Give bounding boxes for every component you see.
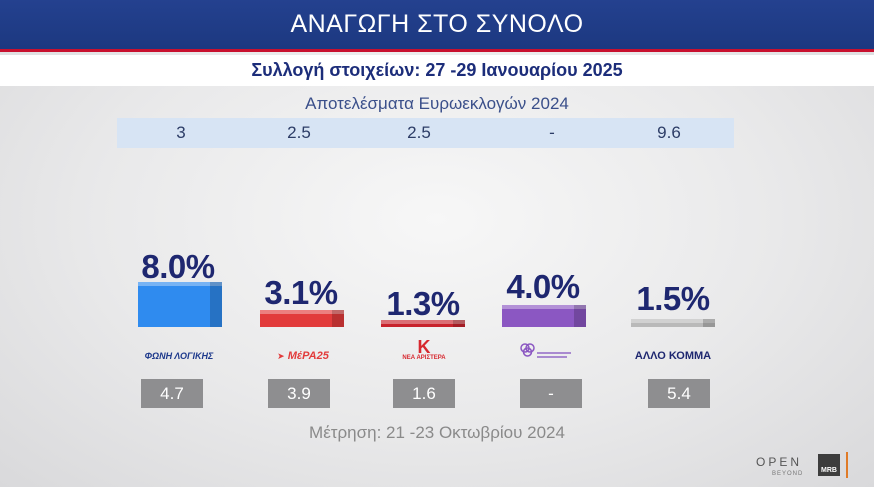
allo-komma-label: ΑΛΛΟ ΚΟΜΜΑ [618,345,728,367]
bar-allo-komma [631,318,715,327]
previous-poll-value: 4.7 [141,379,203,408]
party-4-flower-icon [520,343,571,358]
percent-label: 3.1% [264,274,338,311]
percent-label: 1.3% [386,285,460,322]
party-name: ΝΕΑ ΑΡΙΣΤΕΡΑ [402,355,446,361]
open-beyond-logo: BEYOND [772,471,804,477]
party-4-logo [490,340,600,362]
header-title: ΑΝΑΓΩΓΗ ΣΤΟ ΣΥΝΟΛΟ [290,10,584,38]
party-name: ΑΛΛΟ ΚΟΜΜΑ [634,350,712,362]
mrb-logo: MRB [818,454,840,476]
bar-nea-aristera [381,319,465,327]
bar-mera25 [260,309,344,327]
percent-label: 8.0% [141,248,215,285]
party-name: ΦΩΝΗ ΛΟΓΙΚΗΣ [144,351,214,361]
euro-value: 2.5 [407,123,431,142]
mera25-logo: ➤ ΜέΡΑ25 [248,345,358,367]
euro-value: 3 [176,123,186,142]
brand-divider [846,452,848,478]
nea-aristera-logo: K ΝΕΑ ΑΡΙΣΤΕΡΑ [369,337,479,361]
party-name: ΜέΡΑ25 [287,350,329,362]
subheader: Συλλογή στοιχείων: 27 -29 Ιανουαρίου 202… [0,55,874,86]
header: ΑΝΑΓΩΓΗ ΣΤΟ ΣΥΝΟΛΟ [0,0,874,52]
euro-results-row: 3 2.5 2.5 - 9.6 [117,118,734,148]
euro-value: 9.6 [657,123,681,142]
bar-foni-logikis [138,282,222,327]
nea-aristera-symbol-icon: K [417,337,431,357]
previous-poll-value: 1.6 [393,379,455,408]
mera25-arrow-icon: ➤ [277,350,285,361]
euro-value: 2.5 [287,123,311,142]
percent-label: 4.0% [506,268,580,305]
collection-dates: Συλλογή στοιχείων: 27 -29 Ιανουαρίου 202… [251,60,623,80]
previous-poll-value: 3.9 [268,379,330,408]
percent-label: 1.5% [636,280,710,317]
foni-logikis-logo: ΦΩΝΗ ΛΟΓΙΚΗΣ [124,345,234,367]
previous-poll-label: Μέτρηση: 21 -23 Οκτωβρίου 2024 [309,423,565,442]
euro-value: - [549,123,555,142]
euro-results-title: Αποτελέσματα Ευρωεκλογών 2024 [305,94,569,113]
previous-poll-value: 5.4 [648,379,710,408]
previous-poll-value: - [520,379,582,408]
bar-party-4 [502,304,586,327]
open-logo: OPEN [756,455,803,469]
